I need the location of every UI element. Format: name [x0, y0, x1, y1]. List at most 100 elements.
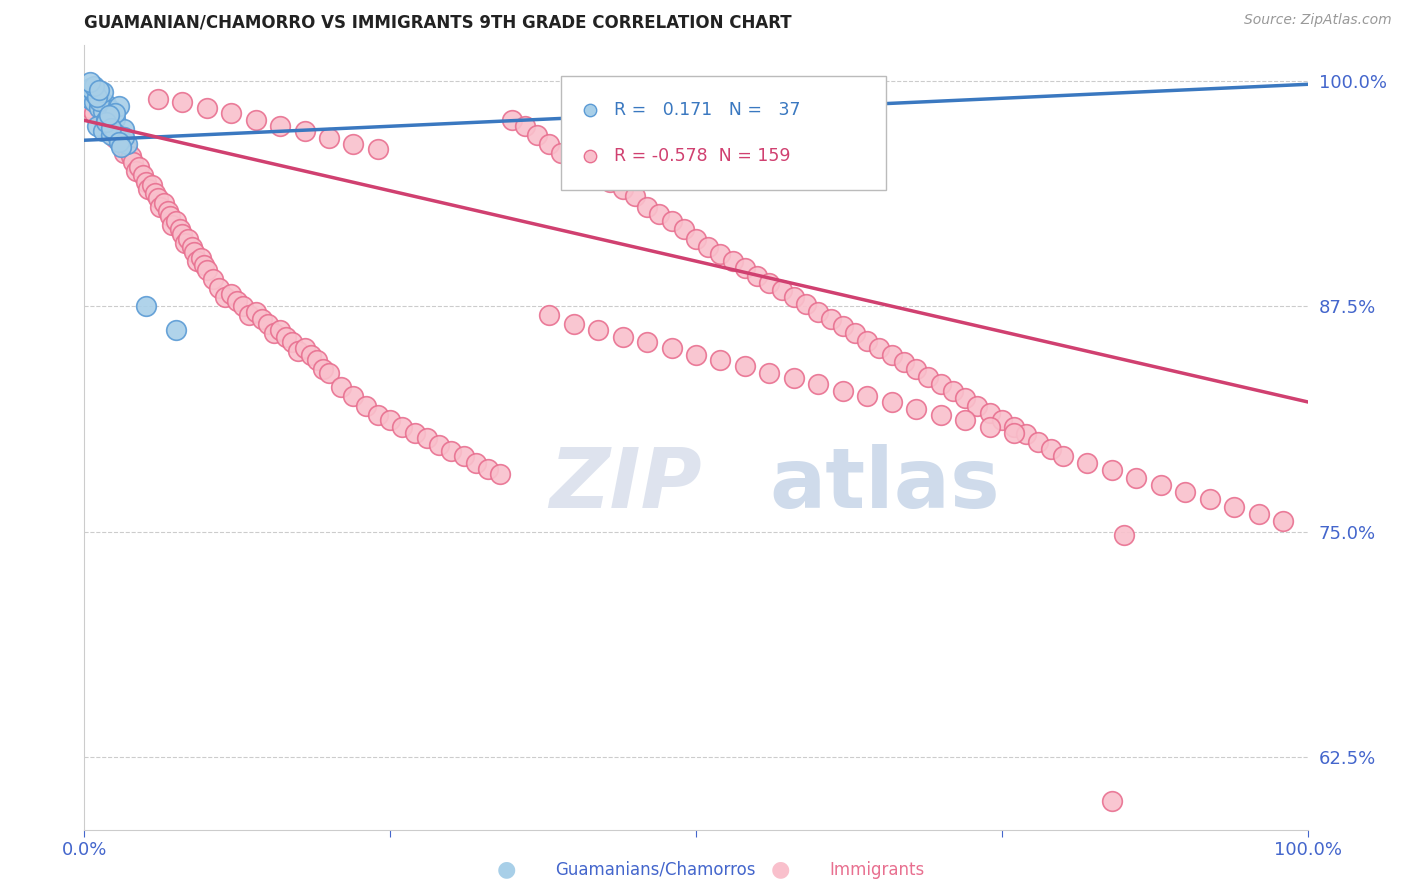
- Point: [330, 380, 353, 394]
- Point: [1223, 500, 1246, 514]
- Point: [747, 268, 769, 283]
- Point: [1174, 485, 1197, 500]
- Point: [1101, 794, 1123, 808]
- Point: [110, 140, 132, 154]
- Point: [893, 355, 915, 369]
- Point: [831, 319, 853, 334]
- Point: [697, 240, 720, 254]
- Point: [820, 311, 842, 326]
- Point: [661, 214, 683, 228]
- Point: [107, 131, 129, 145]
- Point: [83, 87, 105, 101]
- Point: [91, 104, 114, 119]
- Point: [219, 106, 242, 120]
- Point: [538, 308, 561, 322]
- Point: [526, 128, 548, 142]
- Point: [464, 456, 486, 470]
- Point: [758, 276, 780, 290]
- Point: [318, 131, 340, 145]
- Point: [91, 85, 114, 99]
- Point: [294, 341, 316, 355]
- Point: [257, 318, 280, 332]
- Point: [107, 135, 129, 149]
- Text: Immigrants: Immigrants: [830, 861, 925, 879]
- Point: [599, 175, 621, 189]
- Point: [269, 119, 291, 133]
- Point: [112, 145, 135, 160]
- Point: [172, 95, 194, 110]
- Point: [342, 136, 364, 151]
- Point: [685, 232, 707, 246]
- Point: [143, 186, 166, 200]
- Point: [869, 341, 891, 355]
- Point: [1076, 456, 1098, 470]
- Point: [87, 83, 110, 97]
- Point: [807, 376, 830, 391]
- Point: [141, 178, 163, 193]
- Point: [294, 124, 316, 138]
- Text: atlas: atlas: [769, 443, 1000, 524]
- Point: [578, 223, 600, 237]
- Point: [880, 348, 903, 362]
- Point: [219, 286, 242, 301]
- Point: [79, 81, 101, 95]
- Point: [953, 392, 976, 406]
- Point: [1015, 427, 1038, 442]
- Point: [112, 122, 135, 136]
- Point: [269, 323, 291, 337]
- Point: [1002, 425, 1025, 440]
- Point: [156, 203, 179, 218]
- Point: [100, 128, 122, 142]
- Point: [305, 353, 328, 368]
- Point: [96, 119, 118, 133]
- Point: [612, 182, 634, 196]
- Point: [354, 399, 377, 413]
- Text: Guamanians/Chamorros: Guamanians/Chamorros: [555, 861, 756, 879]
- Point: [173, 236, 195, 251]
- Point: [783, 371, 806, 385]
- Text: R = -0.578  N = 159: R = -0.578 N = 159: [614, 147, 790, 165]
- Text: ZIP: ZIP: [550, 443, 702, 524]
- Point: [856, 389, 879, 403]
- Point: [91, 124, 114, 138]
- Point: [245, 113, 267, 128]
- Point: [1028, 434, 1050, 449]
- Point: [1125, 471, 1147, 485]
- Point: [758, 366, 780, 380]
- Point: [100, 120, 122, 135]
- Point: [115, 142, 138, 156]
- Point: [214, 290, 236, 304]
- Point: [612, 330, 634, 344]
- Point: [79, 75, 101, 89]
- Point: [177, 232, 200, 246]
- Point: [110, 136, 132, 151]
- Point: [112, 129, 135, 144]
- Point: [342, 389, 364, 403]
- Point: [880, 395, 903, 409]
- Point: [276, 330, 298, 344]
- Point: [97, 110, 120, 124]
- Point: [905, 402, 928, 417]
- Point: [135, 175, 157, 189]
- Point: [104, 131, 127, 145]
- Point: [513, 119, 536, 133]
- Point: [550, 145, 572, 160]
- Point: [86, 92, 108, 106]
- Point: [238, 308, 260, 322]
- Point: [709, 247, 731, 261]
- Point: [100, 124, 122, 138]
- Point: [287, 344, 309, 359]
- Point: [562, 154, 585, 169]
- Point: [648, 207, 671, 221]
- Point: [107, 99, 129, 113]
- Point: [917, 369, 939, 384]
- Point: [86, 119, 108, 133]
- Point: [263, 326, 285, 341]
- Text: ●: ●: [496, 860, 516, 880]
- Point: [979, 406, 1001, 420]
- Point: [193, 258, 215, 272]
- Point: [96, 115, 118, 129]
- Text: ●: ●: [770, 860, 790, 880]
- Point: [120, 149, 142, 163]
- Point: [844, 326, 866, 341]
